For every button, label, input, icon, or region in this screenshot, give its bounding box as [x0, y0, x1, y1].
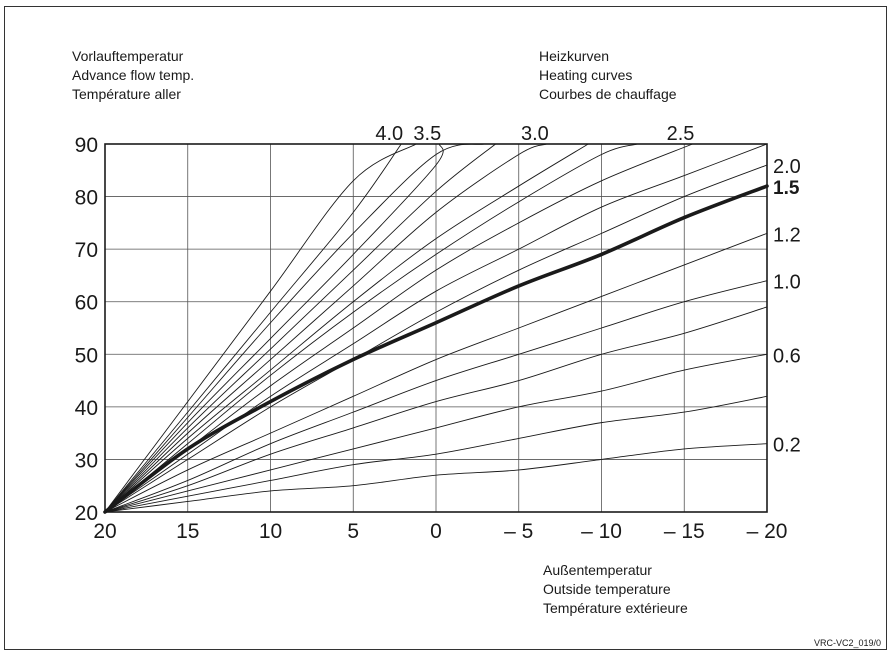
y-tick-label: 80 — [75, 187, 98, 210]
document-code: VRC-VC2_019/0 — [813, 638, 881, 648]
curves-title-fr: Courbes de chauffage — [539, 86, 677, 102]
curve-label: 2.5 — [667, 123, 695, 145]
heating-curve-line — [104, 143, 417, 513]
y-tick-labels: 20 30 40 50 60 70 80 90 — [75, 134, 98, 525]
y-axis-title: Vorlauftemperatur Advance flow temp. Tem… — [72, 47, 194, 104]
curve-label: 1.0 — [773, 272, 801, 294]
series-lines — [103, 143, 769, 514]
x-axis-title-en: Outside temperature — [543, 581, 671, 597]
plot-border — [104, 143, 768, 513]
x-tick-label: – 20 — [747, 520, 788, 543]
heating-curve-line — [104, 306, 768, 513]
heating-curve-line — [104, 143, 485, 513]
curve-label: 2.0 — [773, 156, 801, 178]
curve-label-highlight: 1.5 — [773, 178, 800, 199]
x-tick-label: 10 — [259, 520, 282, 543]
heating-curve-line — [104, 143, 589, 513]
x-tick-label: – 15 — [664, 520, 705, 543]
x-tick-labels: 20 15 10 5 0 – 5 – 10 – 15 – 20 — [93, 520, 787, 543]
heating-curve-line — [104, 143, 497, 513]
x-axis-title: Außentemperatur Outside temperature Temp… — [543, 561, 688, 618]
y-tick-label: 30 — [75, 449, 98, 472]
heating-curve-line — [104, 443, 768, 513]
curve-label: 1.2 — [773, 224, 801, 246]
y-tick-label: 90 — [75, 134, 98, 157]
grid — [104, 143, 768, 513]
curves-title: Heizkurven Heating curves Courbes de cha… — [539, 47, 677, 104]
heating-curve-highlight — [103, 184, 769, 514]
heating-curve-line — [104, 143, 639, 513]
x-axis-title-fr: Température extérieure — [543, 600, 688, 616]
heating-curve-line — [104, 143, 768, 513]
y-axis-title-en: Advance flow temp. — [72, 67, 195, 83]
heating-curve-line — [104, 232, 768, 513]
x-tick-label: – 5 — [504, 520, 533, 543]
chart-frame — [4, 6, 887, 650]
curve-label: 0.2 — [773, 435, 801, 457]
y-tick-label: 50 — [75, 344, 98, 367]
y-tick-label: 60 — [75, 292, 98, 315]
x-tick-label: 15 — [176, 520, 199, 543]
y-tick-label: 70 — [75, 239, 98, 262]
heating-curve-line — [104, 280, 768, 513]
x-tick-label: 0 — [430, 520, 442, 543]
y-tick-label: 40 — [75, 397, 98, 420]
curve-label: 3.0 — [521, 123, 549, 145]
heating-curve-line — [104, 143, 693, 513]
heating-curve-line — [104, 143, 548, 513]
heating-curve-line — [104, 143, 402, 513]
curve-labels: 4.0 3.5 3.0 2.5 2.01.5 1.2 1.0 0.6 0.2 — [375, 123, 800, 457]
heating-curve-line — [104, 143, 444, 513]
curve-label: 0.6 — [773, 345, 801, 367]
heating-curve-line — [104, 164, 768, 513]
curves-title-de: Heizkurven — [539, 48, 610, 64]
heating-curve-line — [104, 353, 768, 513]
curve-label: 3.5 — [413, 123, 441, 145]
x-tick-label: 20 — [93, 520, 116, 543]
x-tick-label: – 10 — [581, 520, 622, 543]
curves-title-en: Heating curves — [539, 67, 633, 83]
heating-curve-line — [104, 395, 768, 513]
x-axis-title-de: Außentemperatur — [543, 562, 652, 578]
y-axis-title-de: Vorlauftemperatur — [72, 48, 184, 64]
curve-label: 4.0 — [375, 123, 403, 145]
y-tick-label: 20 — [75, 502, 98, 525]
y-axis-title-fr: Température aller — [72, 86, 181, 102]
x-tick-label: 5 — [347, 520, 359, 543]
